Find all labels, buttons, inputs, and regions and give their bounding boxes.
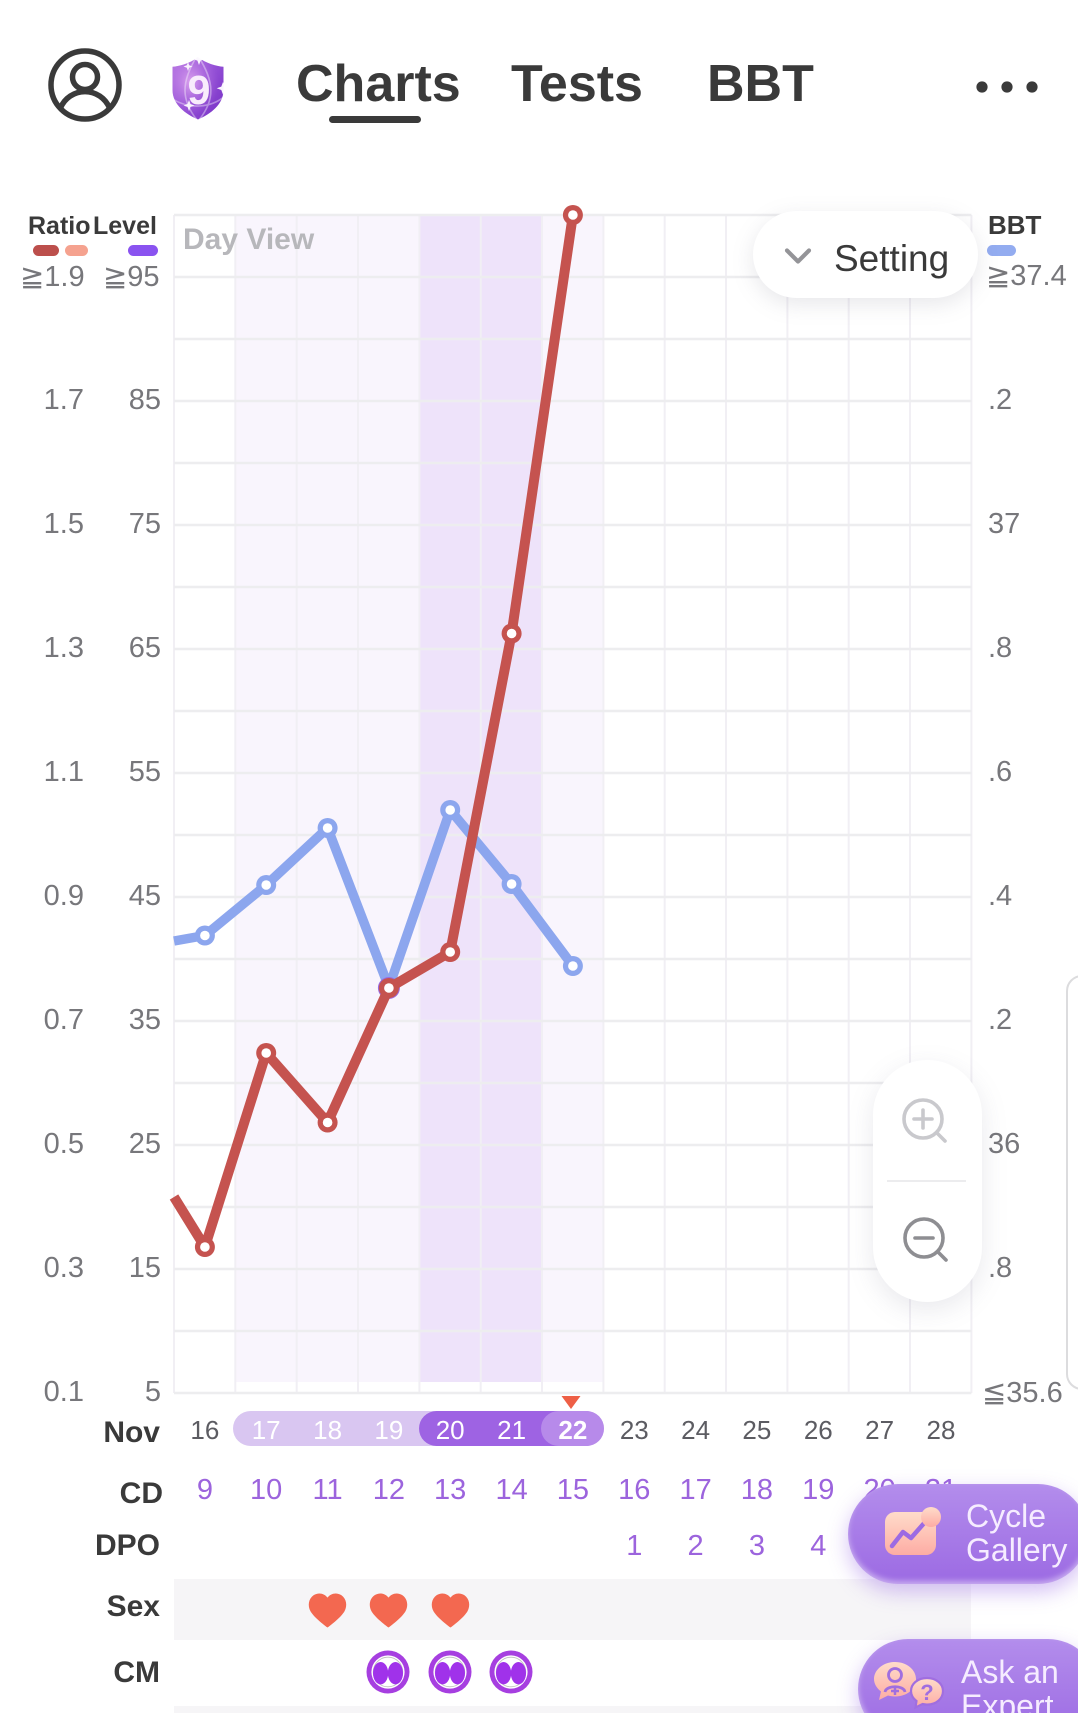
svg-text:?: ?: [920, 1680, 933, 1705]
svg-text:9: 9: [188, 67, 211, 113]
